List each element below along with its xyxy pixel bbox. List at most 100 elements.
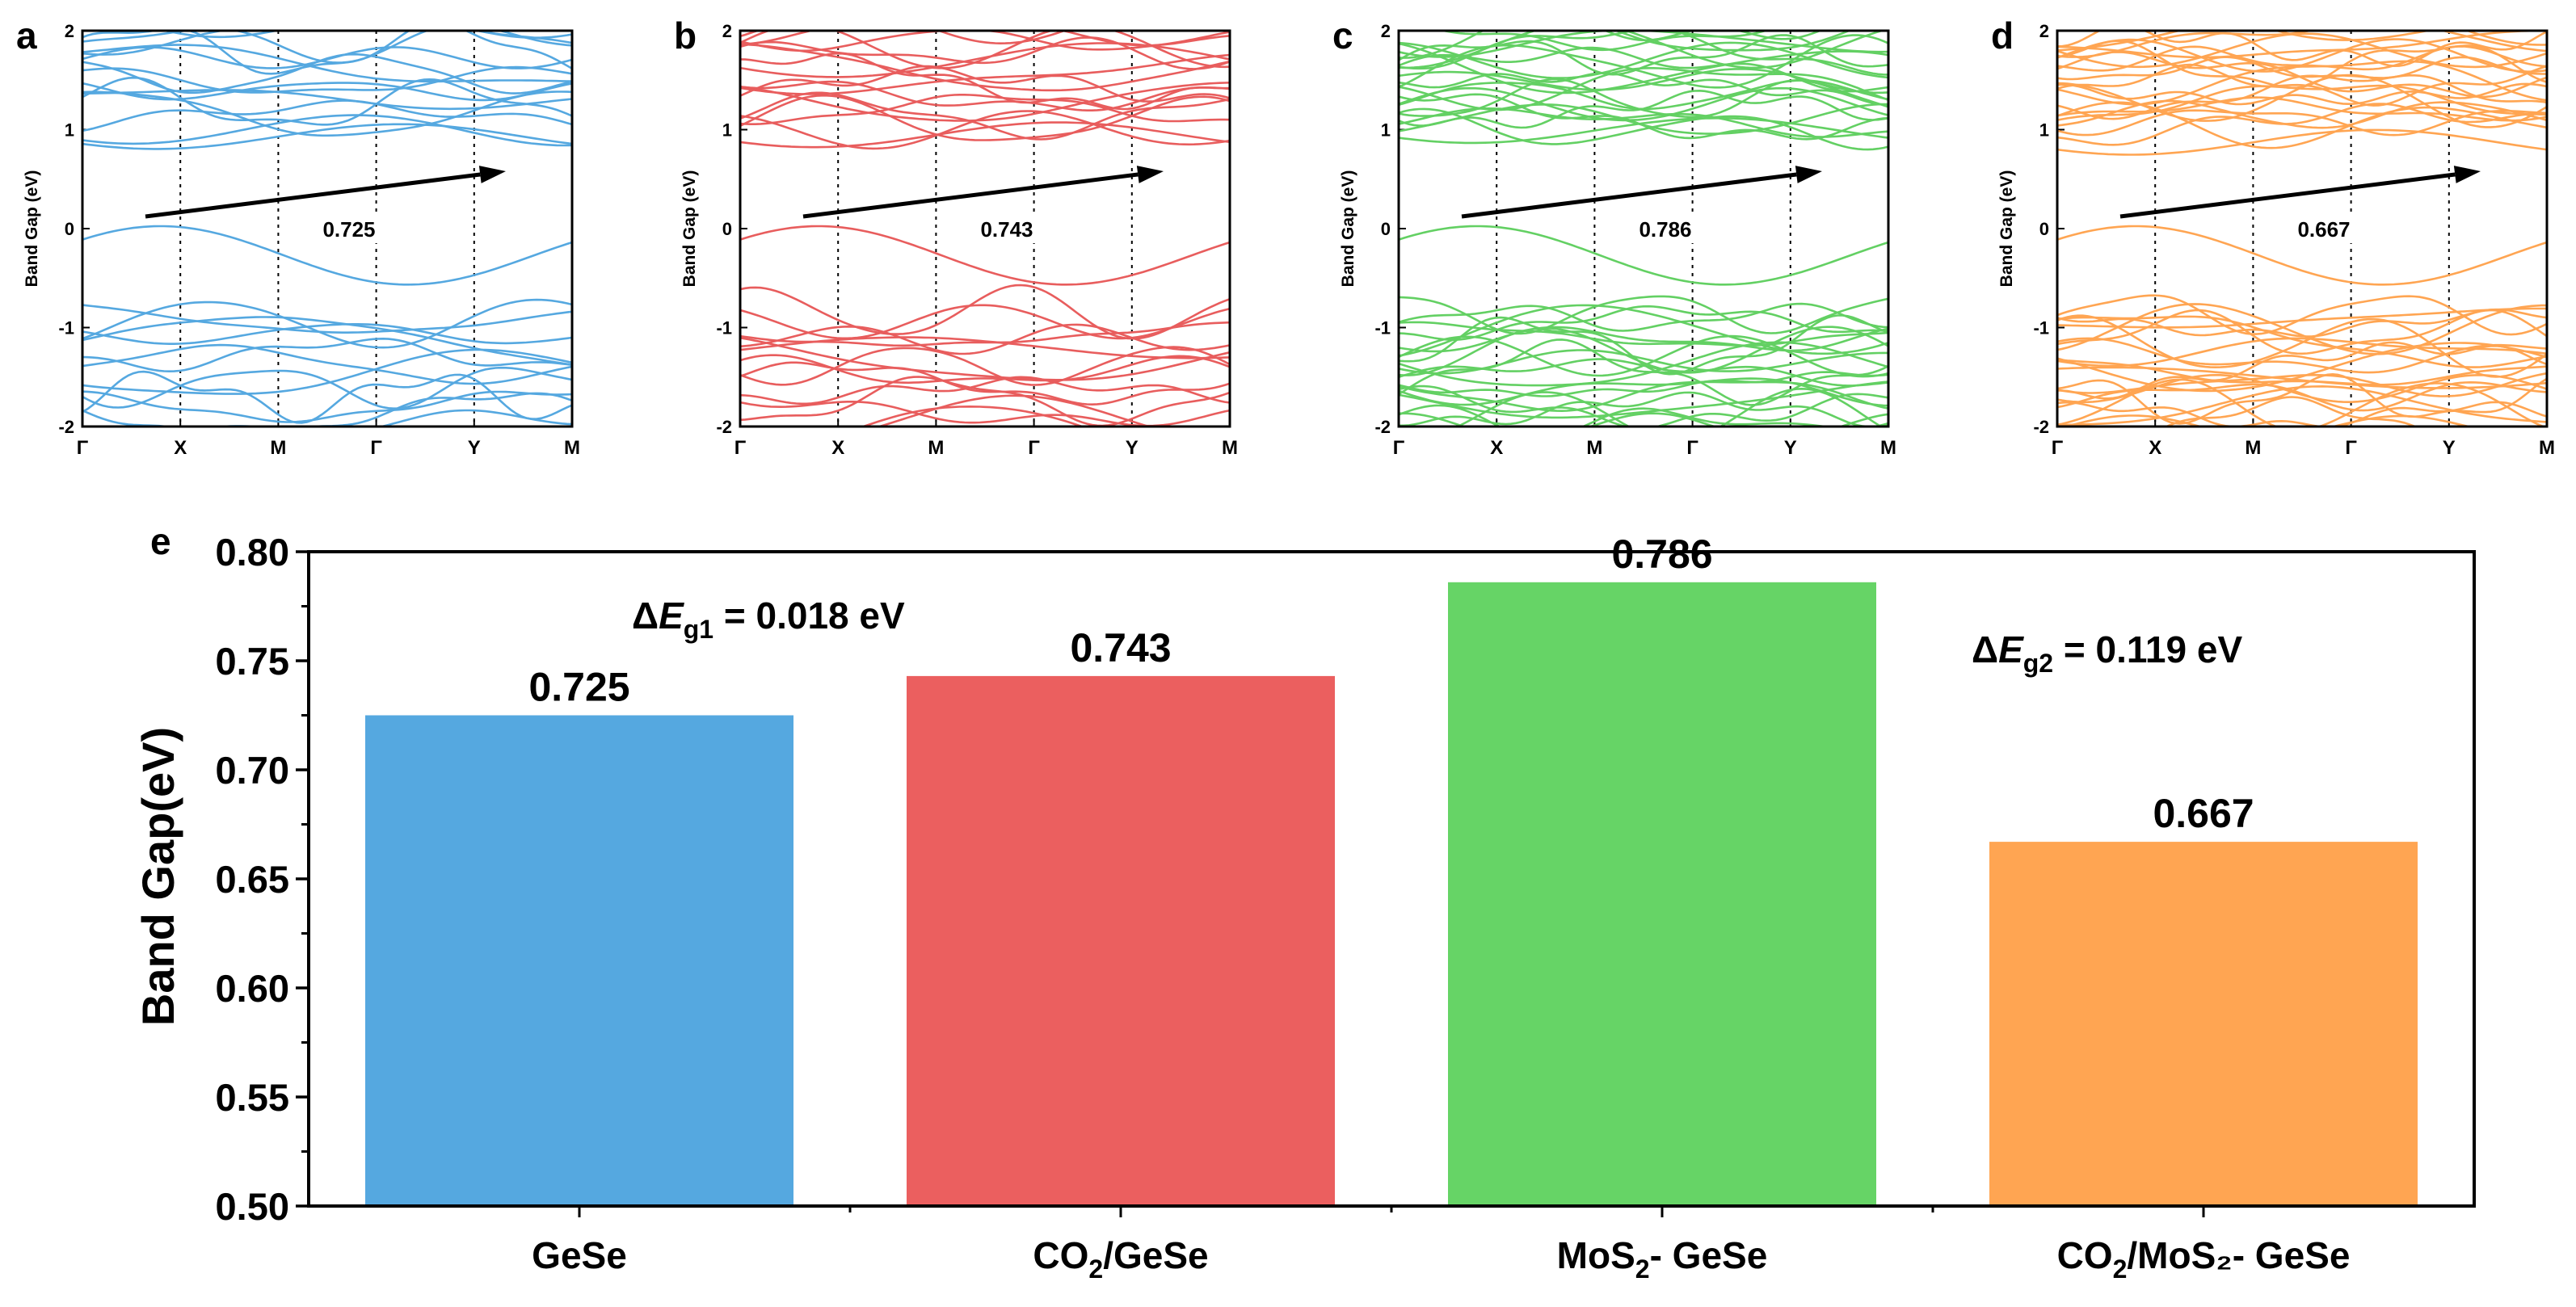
panel-frame bbox=[81, 29, 574, 428]
valence-band bbox=[82, 343, 572, 385]
conduction-band bbox=[740, 91, 1230, 141]
kpoint-label: Y bbox=[2443, 437, 2456, 459]
kpoint-label: M bbox=[2539, 437, 2555, 459]
x-tick-label: GeSe bbox=[532, 1234, 627, 1276]
conduction-band bbox=[1439, 31, 1770, 52]
bands bbox=[82, 31, 572, 427]
y-tick-label: 0.70 bbox=[216, 749, 289, 792]
valence-band bbox=[1455, 387, 1884, 427]
gap-value-label: 0.667 bbox=[2297, 217, 2350, 242]
bar[interactable] bbox=[1448, 582, 1876, 1206]
gap-label-bg bbox=[1630, 216, 1701, 243]
valence-band bbox=[2164, 396, 2418, 427]
valence-band bbox=[860, 405, 1086, 427]
conduction-band bbox=[82, 82, 572, 102]
valence-band bbox=[82, 348, 572, 395]
y-axis-label: Band Gap (eV) bbox=[680, 170, 699, 288]
valence-band bbox=[740, 284, 1230, 340]
conduction-band bbox=[82, 65, 572, 94]
valence-band bbox=[2057, 337, 2547, 374]
panel-label: c bbox=[1332, 15, 1353, 57]
valence-band bbox=[2057, 401, 2547, 427]
bar-value-label: 0.743 bbox=[1070, 625, 1171, 670]
valence-band bbox=[2057, 294, 2547, 336]
conduction-band bbox=[740, 31, 1067, 45]
gap-value-label: 0.786 bbox=[1639, 217, 1691, 242]
bar-chart-panel: e Band Gap(eV) 0.50 0.55 0.60 0.65 0.70 0.75 0.8… bbox=[133, 520, 2476, 1284]
kpoint-label: Γ bbox=[1393, 437, 1405, 459]
bar[interactable] bbox=[1989, 842, 2418, 1206]
panel-label: a bbox=[16, 15, 37, 57]
valence-band bbox=[1399, 321, 1888, 347]
valence-band bbox=[1399, 341, 1888, 387]
valence-band bbox=[2057, 342, 2547, 393]
panel-frame bbox=[1397, 29, 1890, 428]
conduction-band bbox=[740, 80, 1230, 111]
y-tick-label: 1 bbox=[2039, 120, 2049, 141]
valence-band bbox=[1399, 391, 1888, 427]
valence-band bbox=[1399, 404, 1888, 427]
conduction-band bbox=[82, 99, 572, 132]
kpoint-label: Y bbox=[468, 437, 481, 459]
valence-band bbox=[740, 376, 1230, 427]
valence-band-maximum bbox=[740, 225, 1230, 286]
conduction-band bbox=[2057, 82, 2547, 106]
valence-band bbox=[82, 337, 572, 373]
kpoint-label: M bbox=[1222, 437, 1238, 459]
bar[interactable] bbox=[907, 675, 1335, 1206]
y-tick-label: 0.55 bbox=[216, 1076, 289, 1119]
gap-arrow-shaft bbox=[802, 172, 1139, 219]
x-tick-label: MoS2- GeSe bbox=[1557, 1234, 1768, 1284]
y-tick-label: 0.65 bbox=[216, 858, 289, 901]
y-tick-label: 0.75 bbox=[216, 640, 289, 683]
conduction-band bbox=[740, 52, 1230, 111]
panel-frame bbox=[2056, 29, 2549, 428]
conduction-band bbox=[2057, 32, 2547, 69]
y-tick-label: 1 bbox=[1381, 120, 1391, 141]
conduction-band bbox=[82, 89, 572, 111]
conduction-band bbox=[160, 31, 572, 39]
conduction-band bbox=[1602, 31, 1823, 42]
y-tick-label: 1 bbox=[722, 120, 732, 141]
gap-arrow-shaft bbox=[1461, 172, 1797, 219]
y-axis-label: Band Gap(eV) bbox=[133, 727, 183, 1026]
kpoint-label: M bbox=[2245, 437, 2261, 459]
y-tick-label: 0 bbox=[65, 219, 74, 239]
valence-band bbox=[82, 366, 572, 410]
conduction-band bbox=[82, 31, 572, 75]
y-tick-label: -2 bbox=[1374, 417, 1391, 437]
gap-value-label: 0.725 bbox=[322, 217, 375, 242]
bands bbox=[740, 31, 1230, 427]
valence-band bbox=[740, 376, 1230, 406]
conduction-band bbox=[740, 65, 1230, 103]
conduction-band-minimum bbox=[1399, 117, 1888, 145]
y-tick-label: -2 bbox=[716, 417, 732, 437]
valence-band bbox=[2057, 372, 2547, 397]
valence-band bbox=[1399, 305, 1888, 342]
kpoint-label: Γ bbox=[370, 437, 382, 459]
conduction-band bbox=[2057, 31, 2547, 68]
conduction-band bbox=[740, 31, 1230, 47]
gap-value-label: 0.743 bbox=[980, 217, 1033, 242]
y-tick-label: -1 bbox=[2033, 318, 2049, 338]
bar[interactable] bbox=[365, 715, 793, 1207]
valence-band-maximum bbox=[2057, 225, 2547, 286]
valence-band bbox=[2057, 307, 2547, 329]
conduction-band bbox=[1399, 46, 1888, 93]
valence-band bbox=[1399, 380, 1888, 413]
conduction-band bbox=[740, 43, 1230, 92]
valence-band bbox=[1399, 385, 1888, 427]
kpoint-label: X bbox=[2149, 437, 2161, 459]
delta-annotation: ΔEg2 = 0.119 eV bbox=[1972, 628, 2242, 678]
y-tick-label: 0.80 bbox=[216, 531, 289, 574]
kpoint-label: M bbox=[928, 437, 944, 459]
conduction-band-minimum bbox=[2057, 128, 2547, 156]
valence-band bbox=[2057, 314, 2547, 378]
bands bbox=[1399, 31, 1888, 427]
y-tick-label: 2 bbox=[722, 21, 732, 41]
conduction-band bbox=[2057, 96, 2547, 122]
y-tick-label: -1 bbox=[716, 318, 732, 338]
kpoint-label: Γ bbox=[2052, 437, 2064, 459]
